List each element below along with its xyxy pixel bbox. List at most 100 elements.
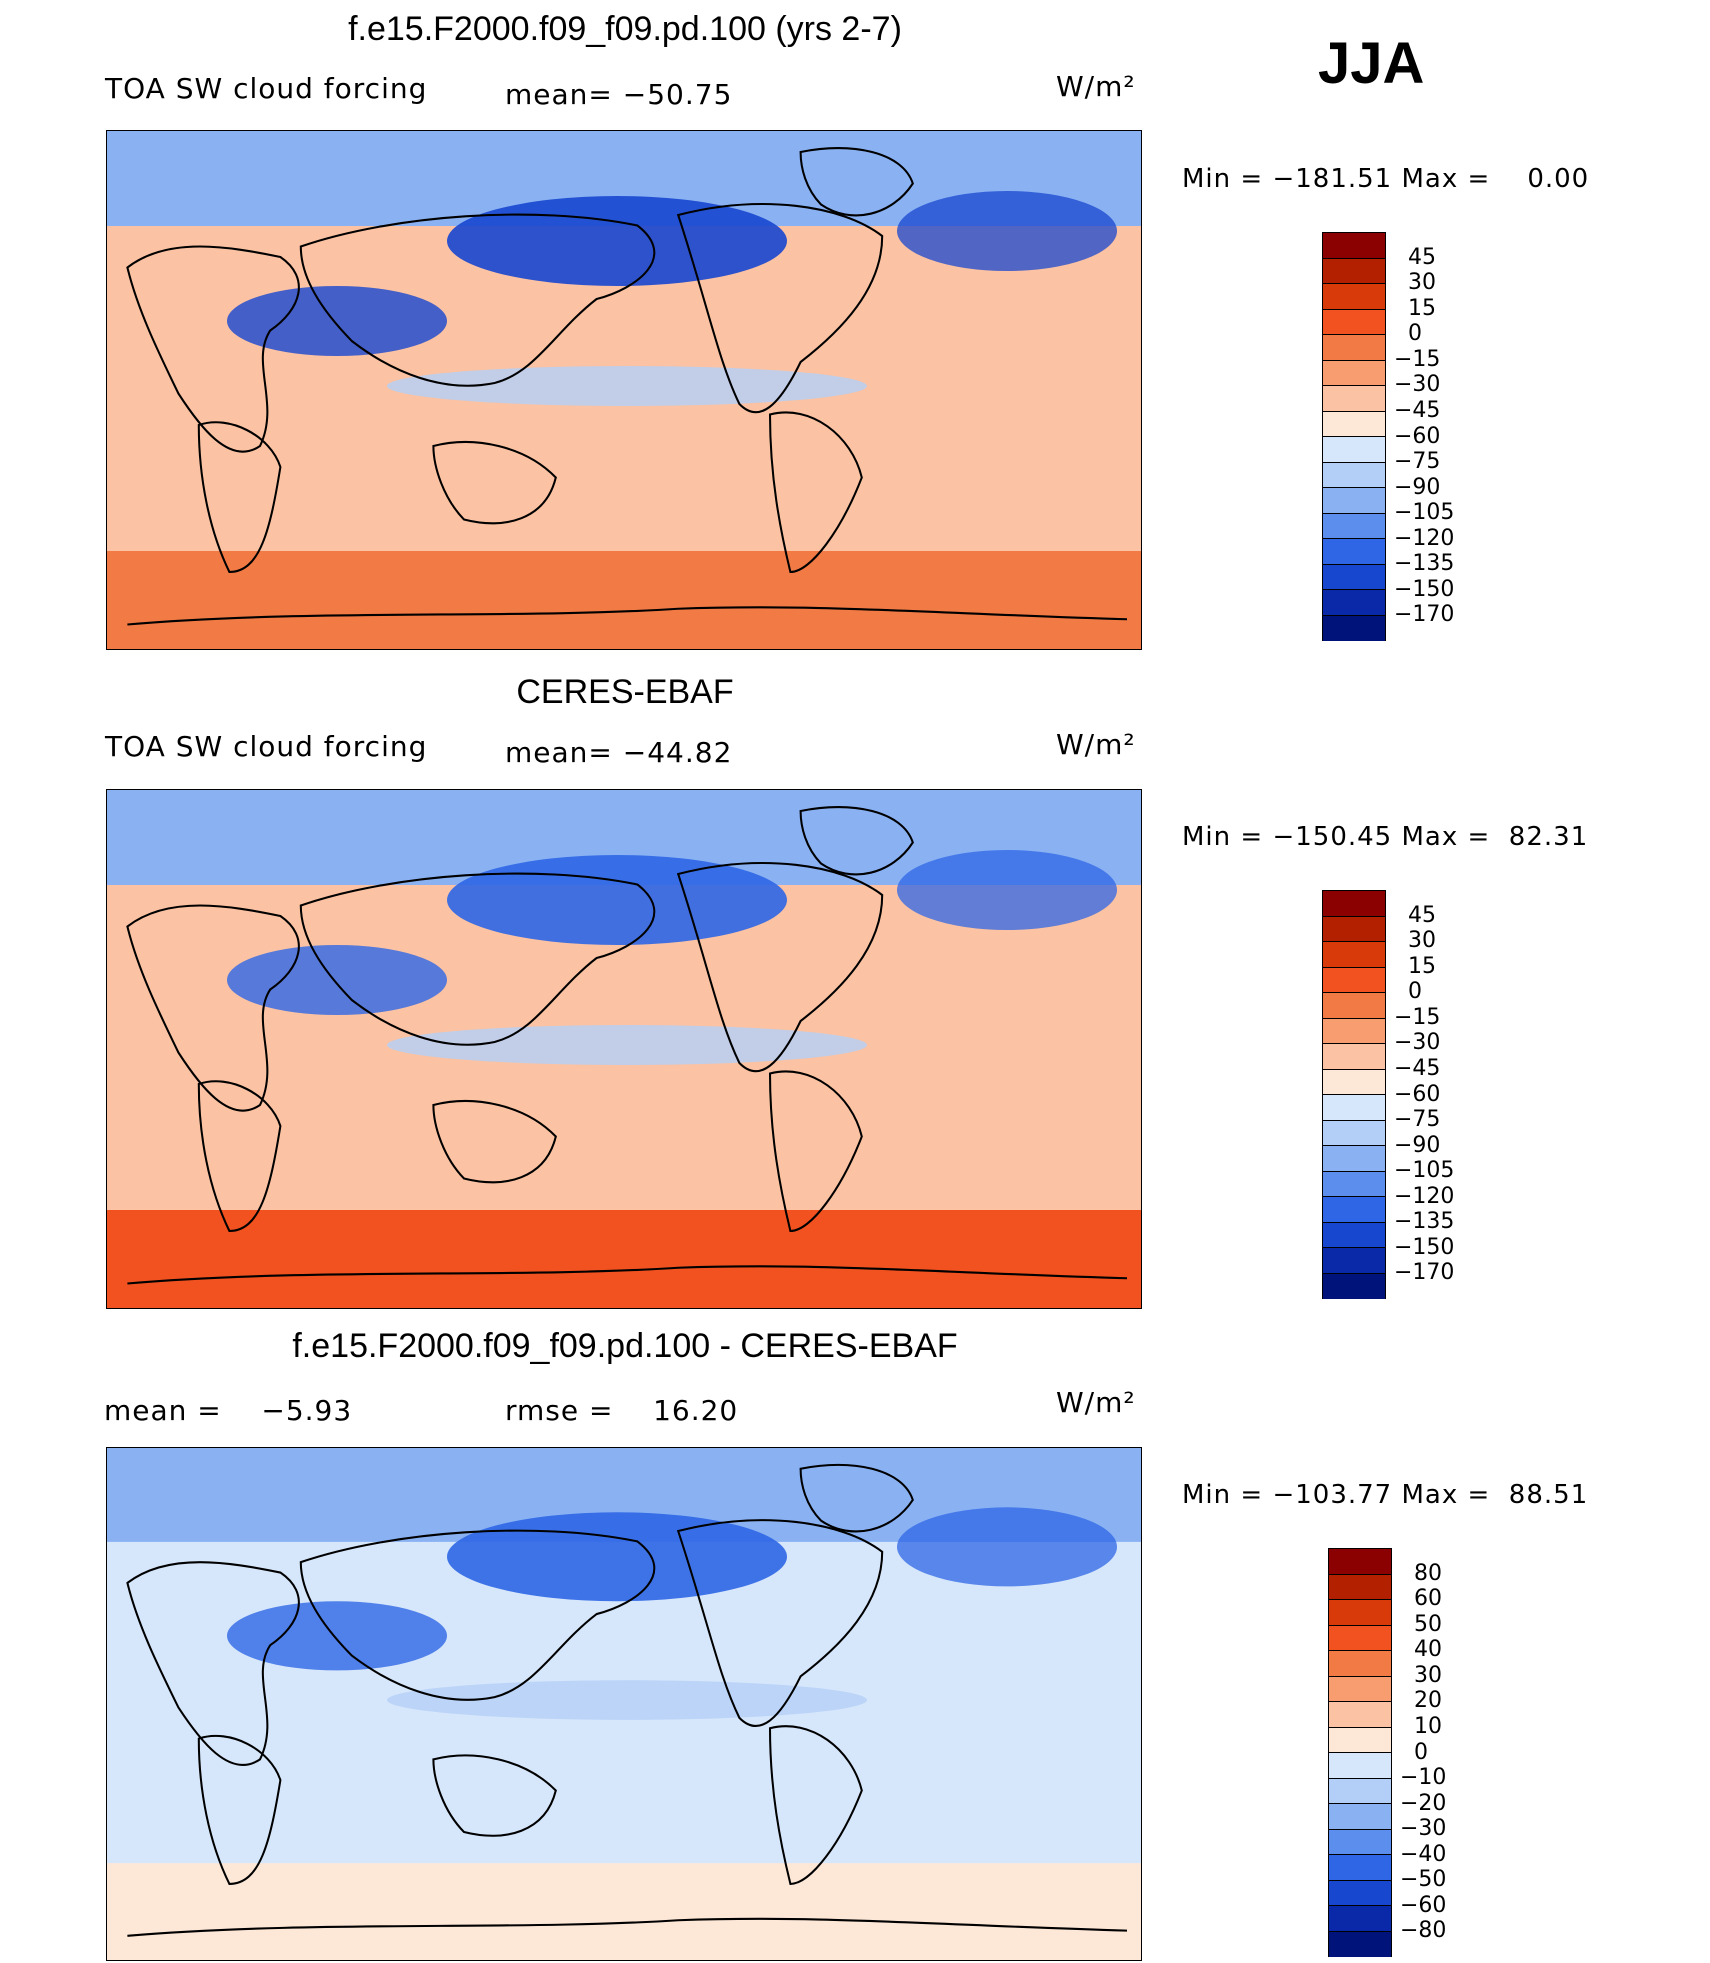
- panel-units: W/m²: [1056, 70, 1136, 103]
- colorbar-tick-label: 0: [1408, 979, 1422, 1005]
- colorbar-tick-label: −150: [1394, 1234, 1455, 1260]
- colorbar-swatch: [1329, 1804, 1391, 1830]
- colorbar-swatch: [1329, 1829, 1391, 1855]
- colorbar-swatch: [1323, 1222, 1385, 1248]
- colorbar-tick-label: 20: [1414, 1688, 1442, 1714]
- season-label: JJA: [1318, 31, 1425, 96]
- map-panel-model: [106, 130, 1142, 650]
- panel-units: W/m²: [1056, 1386, 1136, 1419]
- colorbar-swatch: [1323, 437, 1385, 463]
- colorbar-tick-label: −20: [1400, 1790, 1447, 1816]
- colorbar-tick-label: −30: [1400, 1816, 1447, 1842]
- colorbar-swatch: [1323, 1018, 1385, 1044]
- colorbar-swatch: [1323, 462, 1385, 488]
- colorbar-swatch: [1329, 1931, 1391, 1957]
- colorbar-swatch: [1323, 309, 1385, 335]
- colorbar-tick-label: −30: [1394, 372, 1441, 398]
- minmax-label: Min = −181.51 Max = 0.00: [1182, 164, 1590, 194]
- colorbar-swatch: [1323, 335, 1385, 361]
- coastlines: [126, 806, 1128, 1285]
- colorbar-swatch: [1323, 942, 1385, 968]
- colorbar-tick-label: 45: [1408, 902, 1436, 928]
- colorbar-swatch: [1329, 1855, 1391, 1881]
- panel-center-label: mean= −44.82: [505, 736, 733, 769]
- colorbar-tick-label: −120: [1394, 525, 1455, 551]
- colorbar-swatch: [1323, 615, 1385, 641]
- colorbar-swatch: [1323, 1171, 1385, 1197]
- minmax-label: Min = −150.45 Max = 82.31: [1182, 822, 1589, 852]
- colorbar-tick-label: −40: [1400, 1841, 1447, 1867]
- colorbar-swatch: [1329, 1651, 1391, 1677]
- panel-left-label: mean = −5.93: [104, 1394, 353, 1427]
- colorbar-swatch: [1323, 1120, 1385, 1146]
- panel-left-label: TOA SW cloud forcing: [105, 72, 428, 105]
- colorbar-swatch: [1323, 488, 1385, 514]
- colorbar-swatch: [1323, 1146, 1385, 1172]
- colorbar-tick-label: −75: [1394, 1107, 1441, 1133]
- colorbar-swatch: [1323, 1248, 1385, 1274]
- colorbar-tick-label: −105: [1394, 1158, 1455, 1184]
- colorbar-tick-label: −10: [1400, 1765, 1447, 1791]
- colorbar-tick-label: −30: [1394, 1030, 1441, 1056]
- colorbar-swatch: [1329, 1753, 1391, 1779]
- panel-center-label: rmse = 16.20: [505, 1394, 739, 1427]
- colorbar-swatch: [1329, 1778, 1391, 1804]
- coastlines: [126, 147, 1128, 626]
- colorbar-swatch: [1329, 1702, 1391, 1728]
- colorbar-tick-label: 10: [1414, 1713, 1442, 1739]
- colorbar-tick-label: −60: [1400, 1892, 1447, 1918]
- map-panel-difference: [106, 1447, 1142, 1961]
- minmax-label: Min = −103.77 Max = 88.51: [1182, 1480, 1589, 1510]
- colorbar-tick-label: 30: [1408, 928, 1436, 954]
- colorbar-observations: [1322, 890, 1386, 1299]
- colorbar-swatch: [1329, 1625, 1391, 1651]
- panel-title: CERES-EBAF: [516, 673, 734, 711]
- colorbar-tick-label: −90: [1394, 474, 1441, 500]
- colorbar-swatch: [1323, 993, 1385, 1019]
- colorbar-swatch: [1329, 1906, 1391, 1932]
- colorbar-tick-label: 15: [1408, 953, 1436, 979]
- panel-title: f.e15.F2000.f09_f09.pd.100 (yrs 2-7): [348, 10, 902, 48]
- panel-title: f.e15.F2000.f09_f09.pd.100 - CERES-EBAF: [292, 1327, 958, 1365]
- colorbar-swatch: [1329, 1600, 1391, 1626]
- colorbar-swatch: [1323, 513, 1385, 539]
- panel-units: W/m²: [1056, 728, 1136, 761]
- colorbar-swatch: [1323, 590, 1385, 616]
- colorbar-tick-label: 60: [1414, 1586, 1442, 1612]
- colorbar-tick-label: −150: [1394, 576, 1455, 602]
- colorbar-tick-label: −90: [1394, 1132, 1441, 1158]
- colorbar-tick-label: 30: [1408, 270, 1436, 296]
- colorbar-swatch: [1323, 564, 1385, 590]
- colorbar-swatch: [1323, 386, 1385, 412]
- colorbar-tick-label: −80: [1400, 1918, 1447, 1944]
- colorbar-tick-label: 80: [1414, 1560, 1442, 1586]
- colorbar-tick-label: −15: [1394, 346, 1441, 372]
- colorbar-swatch: [1329, 1880, 1391, 1906]
- colorbar-tick-label: −105: [1394, 500, 1455, 526]
- colorbar-difference: [1328, 1548, 1392, 1957]
- colorbar-tick-label: −135: [1394, 551, 1455, 577]
- colorbar-swatch: [1329, 1549, 1391, 1575]
- colorbar-swatch: [1323, 360, 1385, 386]
- colorbar-tick-label: 40: [1414, 1637, 1442, 1663]
- panel-left-label: TOA SW cloud forcing: [105, 730, 428, 763]
- colorbar-swatch: [1329, 1574, 1391, 1600]
- colorbar-swatch: [1323, 233, 1385, 259]
- colorbar-tick-label: 0: [1408, 321, 1422, 347]
- map-field: [107, 790, 1141, 1308]
- colorbar-tick-label: −45: [1394, 397, 1441, 423]
- colorbar-swatch: [1323, 284, 1385, 310]
- colorbar-tick-label: −60: [1394, 1081, 1441, 1107]
- colorbar-tick-label: −75: [1394, 449, 1441, 475]
- colorbar-swatch: [1323, 1095, 1385, 1121]
- colorbar-swatch: [1323, 1197, 1385, 1223]
- colorbar-swatch: [1323, 916, 1385, 942]
- map-field: [107, 1448, 1141, 1960]
- colorbar-swatch: [1323, 258, 1385, 284]
- colorbar-tick-label: 30: [1414, 1662, 1442, 1688]
- colorbar-swatch: [1329, 1727, 1391, 1753]
- colorbar-tick-label: 45: [1408, 244, 1436, 270]
- colorbar-swatch: [1323, 411, 1385, 437]
- colorbar-tick-label: −50: [1400, 1867, 1447, 1893]
- colorbar-tick-label: 0: [1414, 1739, 1428, 1765]
